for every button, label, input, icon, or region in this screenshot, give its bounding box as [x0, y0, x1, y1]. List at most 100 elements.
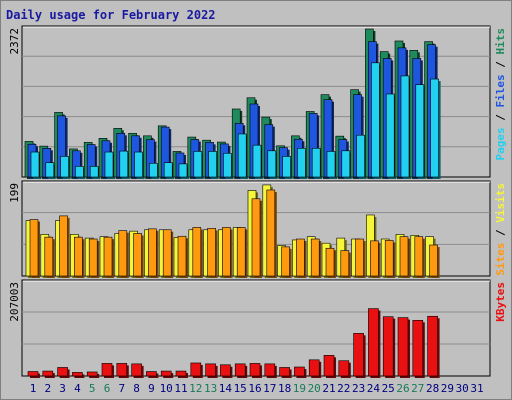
kbytes-bar [57, 367, 68, 377]
day-label: 14 [219, 382, 233, 395]
sites-bar [207, 228, 216, 277]
day-label: 5 [89, 382, 96, 395]
kbytes-bar [382, 316, 394, 377]
sites-bar [414, 236, 424, 277]
sites-bar [310, 238, 320, 277]
day-label: 2 [44, 382, 51, 395]
sites-bar [29, 219, 39, 277]
pages-bar [75, 166, 84, 178]
day-label: 4 [74, 382, 81, 395]
pages-bar [104, 151, 114, 178]
legend-entry-sites: Sites [494, 243, 507, 276]
pages-bar [178, 163, 188, 178]
kbytes-bar [308, 359, 320, 377]
sites-bar [370, 240, 379, 277]
pages-bar [415, 84, 425, 178]
day-label: 29 [441, 382, 454, 395]
day-label: 3 [59, 382, 66, 395]
legend-2: Sites / Visits [494, 183, 507, 276]
kbytes-bar [220, 364, 231, 377]
sites-bar [355, 238, 364, 277]
pages-bar [385, 93, 395, 178]
pages-bar [134, 151, 143, 178]
pages-bar [297, 147, 306, 178]
day-label: 16 [248, 382, 261, 395]
pages-bar [356, 134, 365, 178]
day-label: 11 [174, 382, 187, 395]
day-label: 12 [189, 382, 202, 395]
sites-bar [222, 227, 231, 277]
kbytes-bar [116, 363, 128, 377]
day-label: 6 [104, 382, 111, 395]
sites-bar [88, 238, 98, 277]
day-label: 20 [308, 382, 321, 395]
kbytes-bar [397, 317, 409, 377]
y-max-label: 207003 [8, 282, 21, 322]
legend-entry-hits: Hits [494, 28, 507, 55]
sites-bar [281, 246, 290, 277]
sites-bar [429, 244, 438, 277]
pages-bar [223, 152, 232, 178]
kbytes-bar [427, 315, 438, 377]
legend-3: KBytes [494, 282, 507, 322]
sites-bar [384, 240, 394, 277]
day-label: 28 [426, 382, 439, 395]
day-label: 26 [396, 382, 409, 395]
kbytes-bar [338, 360, 350, 377]
sites-bar [340, 250, 350, 277]
kbytes-bar [205, 363, 216, 377]
pages-bar [371, 62, 380, 178]
legend-entry-visits: Visits [494, 183, 507, 223]
kbytes-bar [323, 355, 335, 377]
sites-bar [133, 233, 142, 277]
kbytes-bar [234, 363, 246, 377]
day-label: 18 [278, 382, 291, 395]
day-label: 25 [382, 382, 395, 395]
legend-1: Pages / Files / Hits [494, 28, 507, 161]
sites-bar [236, 227, 246, 277]
pages-bar [45, 162, 55, 178]
pages-bar [149, 162, 158, 178]
legend-separator: / [494, 108, 507, 128]
day-label: 15 [234, 382, 247, 395]
pages-bar [252, 144, 262, 178]
kbytes-bar [146, 371, 157, 377]
legend-entry-kbytes: KBytes [494, 282, 507, 322]
kbytes-bar [264, 363, 276, 377]
sites-bar [266, 189, 276, 277]
pages-bar [119, 150, 129, 178]
kbytes-bar [249, 363, 261, 377]
day-label: 22 [337, 382, 350, 395]
day-label: 1 [30, 382, 37, 395]
kbytes-bar [27, 371, 39, 377]
sites-bar [59, 215, 68, 277]
sites-bar [192, 227, 202, 277]
sites-bar [177, 235, 187, 277]
pages-bar [193, 151, 203, 178]
day-label: 9 [148, 382, 155, 395]
kbytes-bar [368, 308, 379, 377]
sites-bar [148, 228, 157, 277]
sites-bar [103, 236, 113, 277]
pages-bar [60, 156, 69, 178]
day-label: 23 [352, 382, 365, 395]
pages-bar [163, 162, 173, 178]
pages-bar [326, 151, 336, 178]
sites-bar [251, 198, 261, 277]
legend-separator: / [494, 55, 507, 75]
pages-bar [400, 75, 410, 178]
pages-bar [208, 151, 217, 178]
pages-bar [30, 151, 40, 178]
plot-area-3 [21, 279, 491, 377]
day-label: 13 [204, 382, 217, 395]
pages-bar [267, 150, 277, 178]
pages-bar [430, 78, 439, 178]
day-label: 21 [322, 382, 335, 395]
day-label: 8 [133, 382, 140, 395]
pages-bar [341, 150, 351, 178]
legend-entry-files: Files [494, 74, 507, 107]
legend-separator: / [494, 223, 507, 243]
kbytes-bar [72, 372, 83, 377]
y-max-label: 2372 [8, 28, 21, 55]
